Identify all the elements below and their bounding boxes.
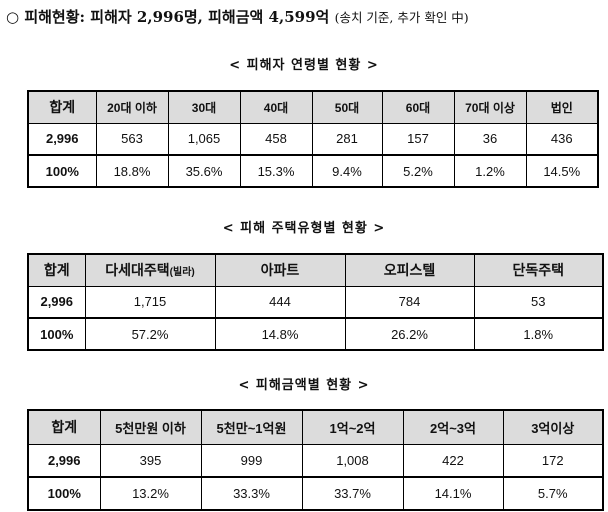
header-row: 합계 5천만원 이하 5천만~1억원 1억~2억 2억~3억 3억이상 [27, 409, 604, 445]
total-cell: 2,996 [27, 122, 97, 156]
table-cell: 458 [239, 122, 313, 156]
total-cell: 2,996 [27, 443, 101, 478]
housing-table: 합계 다세대주택(빌라) 아파트 오피스텔 단독주택 2,996 1,715 4… [27, 253, 604, 351]
table-cell: 33.3% [200, 476, 303, 511]
header-row: 합계 다세대주택(빌라) 아파트 오피스텔 단독주택 [27, 253, 604, 287]
table-cell: 395 [99, 443, 202, 478]
table-cell: 33.7% [301, 476, 404, 511]
bullet: ○ [6, 8, 20, 26]
total-cell: 100% [27, 154, 97, 188]
amount-table: 합계 5천만원 이하 5천만~1억원 1억~2억 2억~3억 3억이상 2,99… [27, 409, 604, 511]
table-cell: 5.7% [502, 476, 604, 511]
header-cell: 아파트 [214, 253, 346, 287]
header-row: 합계 20대 이하 30대 40대 50대 60대 70대 이상 법인 [27, 90, 599, 124]
table-cell: 35.6% [167, 154, 241, 188]
table-cell: 14.5% [525, 154, 599, 188]
table-cell: 57.2% [84, 317, 216, 351]
header-cell: 5천만~1억원 [200, 409, 303, 445]
table-cell: 1,065 [167, 122, 241, 156]
table-cell: 563 [95, 122, 169, 156]
header-cell: 20대 이하 [95, 90, 169, 124]
total-cell: 100% [27, 476, 101, 511]
heading-note: (송치 기준, 추가 확인 中) [334, 10, 469, 25]
table-cell: 15.3% [239, 154, 313, 188]
header-cell: 합계 [27, 409, 101, 445]
percent-row: 100% 57.2% 14.8% 26.2% 1.8% [27, 317, 604, 351]
header-cell: 5천만원 이하 [99, 409, 202, 445]
heading-main: 피해현황: 피해자 2,996명, 피해금액 4,599억 [24, 8, 330, 26]
header-cell: 3억이상 [502, 409, 604, 445]
table-cell: 18.8% [95, 154, 169, 188]
table-cell: 1,008 [301, 443, 404, 478]
table-cell: 14.8% [214, 317, 346, 351]
header-cell: 70대 이상 [453, 90, 527, 124]
amount-table-title: < 피해금액별 현황 > [238, 378, 370, 393]
table-cell: 157 [381, 122, 455, 156]
total-cell: 2,996 [27, 285, 86, 319]
table-cell: 5.2% [381, 154, 455, 188]
header-cell: 60대 [381, 90, 455, 124]
header-cell: 30대 [167, 90, 241, 124]
header-label: 다세대주택 [105, 262, 170, 279]
header-cell: 40대 [239, 90, 313, 124]
count-row: 2,996 395 999 1,008 422 172 [27, 443, 604, 478]
header-cell: 다세대주택(빌라) [84, 253, 216, 287]
table-cell: 36 [453, 122, 527, 156]
table-cell: 172 [502, 443, 604, 478]
total-cell: 100% [27, 317, 86, 351]
table-cell: 1.8% [473, 317, 604, 351]
table-cell: 9.4% [311, 154, 383, 188]
table-cell: 436 [525, 122, 599, 156]
age-table: 합계 20대 이하 30대 40대 50대 60대 70대 이상 법인 2,99… [27, 90, 599, 188]
header-cell: 합계 [27, 90, 97, 124]
table-cell: 281 [311, 122, 383, 156]
table-cell: 444 [214, 285, 346, 319]
count-row: 2,996 1,715 444 784 53 [27, 285, 604, 319]
header-cell: 2억~3억 [402, 409, 504, 445]
header-note: (빌라) [169, 267, 195, 279]
header-cell: 법인 [525, 90, 599, 124]
housing-table-title: < 피해 주택유형별 현황 > [222, 221, 386, 236]
table-cell: 1,715 [84, 285, 216, 319]
table-cell: 1.2% [453, 154, 527, 188]
table-cell: 53 [473, 285, 604, 319]
percent-row: 100% 18.8% 35.6% 15.3% 9.4% 5.2% 1.2% 14… [27, 154, 599, 188]
table-cell: 999 [200, 443, 303, 478]
header-cell: 50대 [311, 90, 383, 124]
table-cell: 14.1% [402, 476, 504, 511]
header-cell: 오피스텔 [344, 253, 475, 287]
count-row: 2,996 563 1,065 458 281 157 36 436 [27, 122, 599, 156]
table-cell: 13.2% [99, 476, 202, 511]
percent-row: 100% 13.2% 33.3% 33.7% 14.1% 5.7% [27, 476, 604, 511]
header-cell: 합계 [27, 253, 86, 287]
section-heading: ○ 피해현황: 피해자 2,996명, 피해금액 4,599억 (송치 기준, … [6, 6, 606, 27]
age-table-title: < 피해자 연령별 현황 > [229, 58, 379, 73]
header-cell: 단독주택 [473, 253, 604, 287]
table-cell: 26.2% [344, 317, 475, 351]
header-cell: 1억~2억 [301, 409, 404, 445]
table-cell: 784 [344, 285, 475, 319]
table-cell: 422 [402, 443, 504, 478]
